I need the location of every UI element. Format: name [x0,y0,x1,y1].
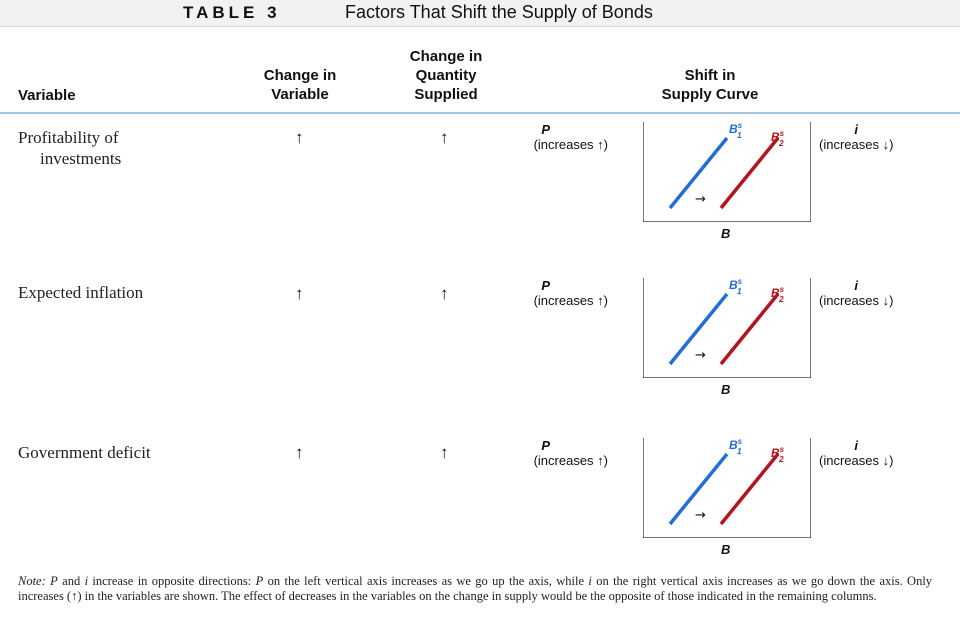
curve-label-b2-sub: 2 [778,295,784,304]
right-axis-var: i [854,278,859,293]
row-variable-line1: Government deficit [18,443,151,462]
change-quantity-up-arrow: ↑ [440,443,449,462]
header-change-quantity-line2: Quantity [415,67,477,84]
table-title: Factors That Shift the Supply of Bonds [345,2,653,22]
curve-label-b2-main: B [771,446,780,460]
note-label: Note: [18,574,46,588]
header-change-variable: Change in Variable [240,66,360,104]
header-shift: Shift in Supply Curve [630,66,790,104]
curve-label-b1: Bs 1 [729,122,743,140]
curve-label-b2-sup: s [780,285,785,294]
curve-label-b1-sup: s [738,438,743,446]
header-variable-text: Variable [18,87,76,104]
left-axis-var: P [541,438,550,453]
left-axis-label: P (increases ↑) [534,122,608,152]
curve-label-b1: Bs 1 [729,438,743,456]
header-shift-line2: Supply Curve [661,86,759,103]
table-note: Note: P and i increase in opposite direc… [18,574,932,604]
change-variable-up-arrow: ↑ [295,128,304,147]
left-axis-label: P (increases ↑) [534,438,608,468]
header-change-variable-line1: Change in [263,67,337,84]
curve-label-b2-sub: 2 [778,455,784,464]
curve-label-b1-sup: s [738,122,743,130]
x-axis-label: B [721,542,731,557]
curve-label-b2: Bs 2 [771,129,785,148]
supply-plot: → Bs 1 Bs 2 [643,278,811,378]
curve-label-b1-main: B [729,438,738,452]
x-axis-label: B [721,226,731,241]
note-text-b: and [62,574,81,588]
right-axis-var: i [854,122,859,137]
shift-right-arrow: → [695,192,706,207]
row-variable-line2: investments [40,149,122,168]
row-variable-expected-inflation: Expected inflation [18,282,143,303]
curve-label-b1-sub: 1 [737,447,742,456]
change-variable-up-arrow: ↑ [295,443,304,462]
right-axis-var: i [854,438,859,453]
change-quantity-up-arrow: ↑ [440,284,449,303]
left-axis-label: P (increases ↑) [534,278,608,308]
header-change-quantity: Change in Quantity Supplied [386,47,506,104]
curve-label-b1-main: B [729,278,738,292]
supply-curve-b2 [719,136,780,210]
header-shift-line1: Shift in [684,67,736,84]
row-variable-line1: Profitability of [18,128,119,147]
x-axis-label: B [721,382,731,397]
curve-label-b1: Bs 1 [729,278,743,296]
supply-plot: → Bs 1 Bs 2 [643,122,811,222]
supply-curve-b2 [719,452,780,526]
curve-label-b2-sub: 2 [778,139,784,148]
supply-shift-graph-1: P (increases ↑) i (increases ↓) → Bs 1 Bs… [528,122,938,252]
supply-shift-graph-2: P (increases ↑) i (increases ↓) → Bs 1 Bs… [528,278,938,408]
header-variable: Variable [18,86,76,105]
curve-label-b1-sub: 1 [737,287,742,296]
row-variable-government-deficit: Government deficit [18,442,151,463]
right-axis-note: (increases ↓) [819,293,894,308]
left-axis-var: P [541,122,550,137]
note-text-c: i [84,574,89,588]
shift-right-arrow: → [695,348,706,363]
note-text-h: on the right vertical axis increases as … [18,574,933,603]
left-axis-note: (increases ↑) [533,293,608,308]
note-text-g: i [588,574,592,588]
supply-curve-b1 [668,292,729,366]
note-text-a: P [50,574,58,588]
shift-right-arrow: → [695,508,706,523]
curve-label-b2: Bs 2 [771,445,785,464]
note-text-d: increase in opposite directions: [92,574,252,588]
curve-label-b1-sup: s [738,278,743,286]
row-variable-line1: Expected inflation [18,283,144,302]
curve-label-b2-sup: s [780,129,785,138]
supply-curve-b1 [668,452,729,526]
curve-label-b2: Bs 2 [771,285,785,304]
curve-label-b2-main: B [771,286,780,300]
header-rule [0,112,960,114]
right-axis-label: i (increases ↓) [819,438,893,468]
change-variable-up-arrow: ↑ [295,284,304,303]
supply-curve-b1 [668,136,729,210]
change-quantity-up-arrow: ↑ [440,128,449,147]
header-change-quantity-line1: Change in [409,48,483,65]
supply-shift-graph-3: P (increases ↑) i (increases ↓) → Bs 1 Bs… [528,438,938,568]
table-label: TABLE 3 [183,3,281,22]
supply-curve-b2 [719,292,780,366]
title-bar: TABLE 3 Factors That Shift the Supply of… [0,0,960,27]
curve-label-b1-sub: 1 [737,131,742,140]
note-text-f: on the left vertical axis increases as w… [267,574,585,588]
note-text-e: P [255,574,264,588]
left-axis-var: P [541,278,550,293]
right-axis-label: i (increases ↓) [819,278,893,308]
supply-plot: → Bs 1 Bs 2 [643,438,811,538]
header-change-variable-line2: Variable [271,86,329,103]
left-axis-note: (increases ↑) [533,137,608,152]
left-axis-note: (increases ↑) [533,453,608,468]
curve-label-b1-main: B [729,122,738,136]
right-axis-note: (increases ↓) [819,453,894,468]
curve-label-b2-sup: s [780,445,785,454]
right-axis-note: (increases ↓) [819,137,894,152]
right-axis-label: i (increases ↓) [819,122,893,152]
header-change-quantity-line3: Supplied [414,86,478,103]
row-variable-profitability: Profitability of investments [18,127,121,169]
curve-label-b2-main: B [771,130,780,144]
